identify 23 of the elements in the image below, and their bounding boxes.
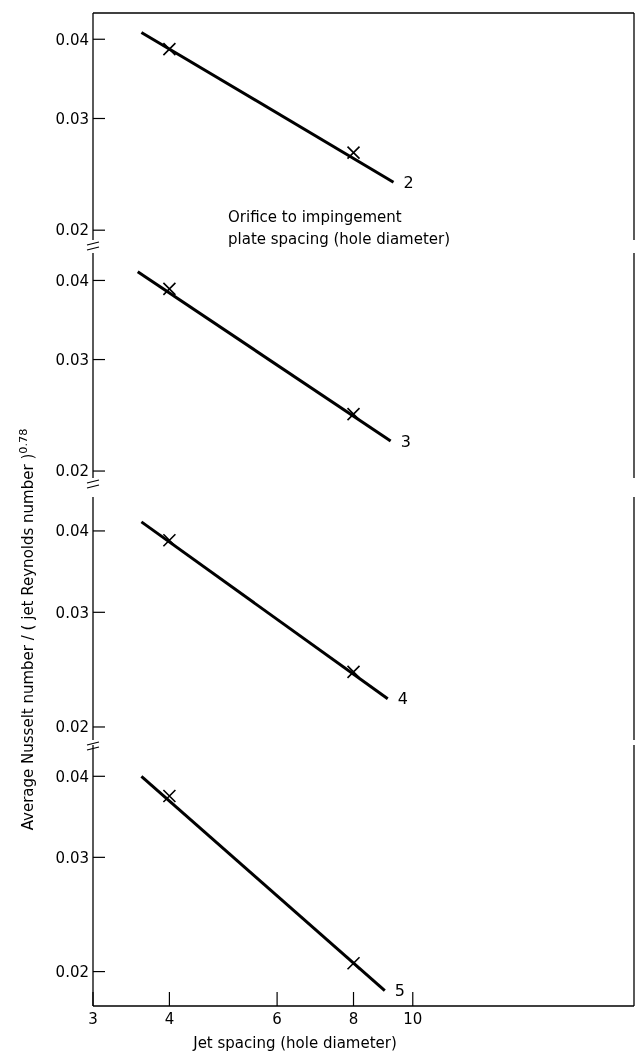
annotation: 3 <box>400 431 411 451</box>
y-tick-label: 0.02 <box>55 462 89 481</box>
annotation: Orifice to impingement plate spacing (hole diameter) <box>228 208 451 248</box>
x-axis-title: Jet spacing (hole diameter) <box>192 1034 397 1052</box>
x-tick-label: 3 <box>88 1010 98 1028</box>
annotation: 2 <box>403 172 414 192</box>
y-tick-label: 0.04 <box>55 767 89 786</box>
y-tick-label: 0.03 <box>55 603 89 622</box>
x-tick-label: 8 <box>348 1010 359 1028</box>
y-tick-label: 0.04 <box>55 522 89 541</box>
y-tick-label: 0.03 <box>55 109 89 128</box>
y-tick-label: 0.04 <box>55 271 89 290</box>
annotation: 5 <box>394 981 405 1001</box>
y-tick-label: 0.03 <box>55 848 89 867</box>
y-tick-label: 0.04 <box>55 30 89 49</box>
x-tick-label: 10 <box>403 1010 423 1028</box>
y-tick-label: 0.02 <box>55 221 89 240</box>
y-tick-label: 0.03 <box>55 350 89 369</box>
annotation: 4 <box>397 689 408 709</box>
y-tick-label: 0.02 <box>55 718 89 737</box>
x-tick-label: 6 <box>272 1010 282 1028</box>
y-tick-label: 0.02 <box>55 962 89 981</box>
x-tick-label: 4 <box>164 1010 175 1028</box>
